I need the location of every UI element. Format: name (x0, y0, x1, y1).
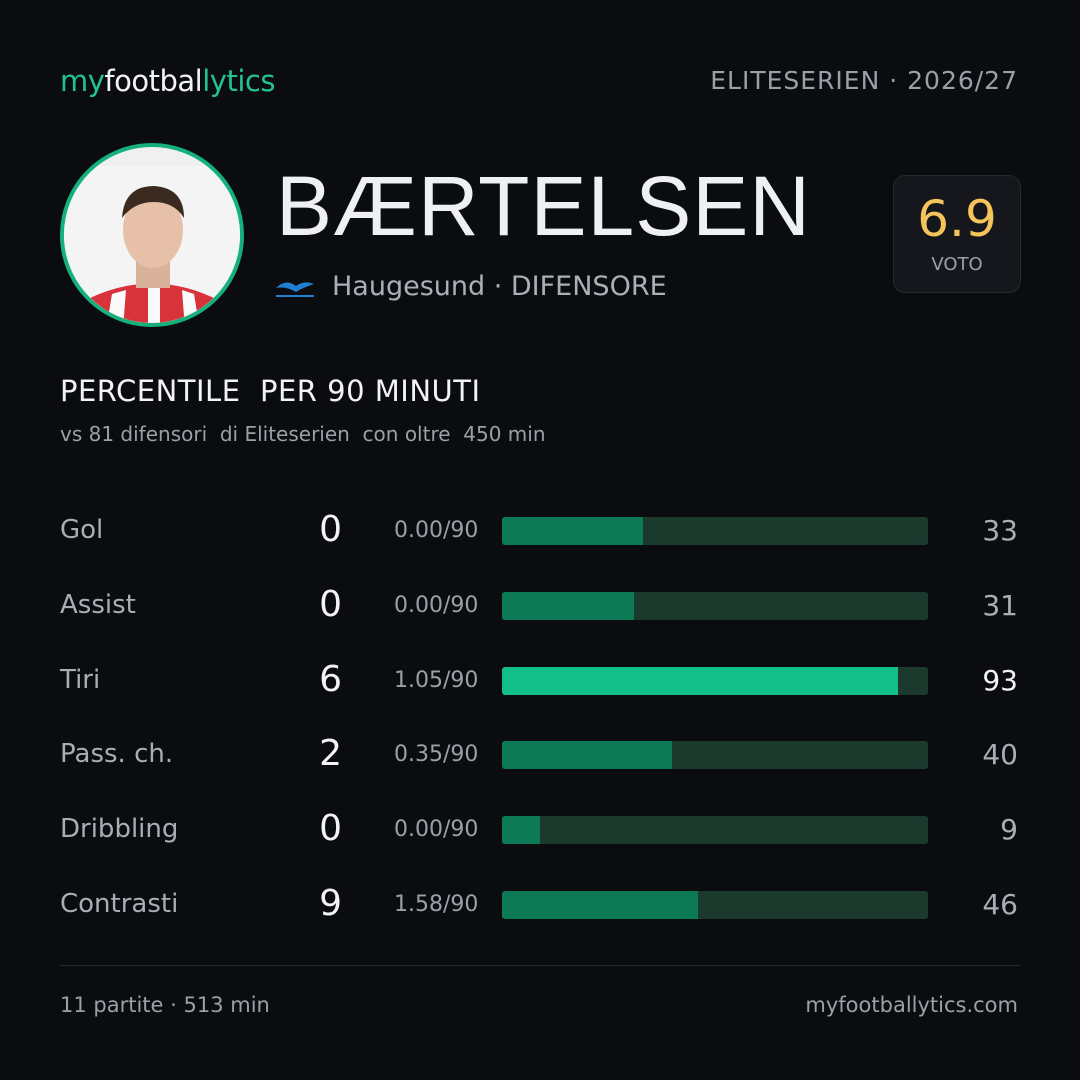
stat-percentile: 33 (982, 514, 1018, 547)
avatar (64, 166, 240, 323)
stat-label: Tiri (60, 664, 101, 695)
stat-per90: 0.35/90 (394, 742, 479, 768)
stat-label: Dribbling (60, 814, 179, 845)
percentile-bar (502, 816, 541, 845)
logo-part: my (60, 64, 105, 98)
stat-label: Gol (60, 515, 104, 545)
stat-value: 0 (319, 808, 342, 850)
rating-label: VOTO (931, 254, 983, 275)
stat-per90: 1.05/90 (394, 667, 479, 693)
bar-track (502, 816, 928, 845)
stat-percentile: 40 (982, 738, 1018, 772)
divider (60, 965, 1020, 966)
percentile-bar (502, 666, 899, 695)
player-photo (60, 143, 244, 327)
bar-track (502, 666, 928, 695)
rating-box: 6.9 VOTO (893, 175, 1021, 293)
stat-value: 9 (319, 883, 342, 924)
stat-per90: 0.00/90 (394, 592, 479, 618)
stat-percentile: 31 (982, 588, 1018, 622)
rating-value: 6.9 (917, 190, 997, 248)
logo: myfootballytics (60, 64, 275, 98)
percentile-bar (502, 591, 635, 620)
logo-part: footbal (104, 64, 203, 98)
league: ELITESERIEN · 2026/27 (710, 66, 1018, 95)
stat-label: Contrasti (60, 889, 179, 919)
club-role: Haugesund · DIFENSORE (332, 271, 667, 302)
player-name: BÆRTELSEN (276, 159, 811, 253)
bar-track (502, 741, 928, 770)
stat-label: Pass. ch. (60, 739, 174, 770)
stat-percentile: 46 (982, 888, 1018, 921)
section-subtitle: vs 81 difensori di Eliteserien con oltre… (60, 422, 546, 446)
stat-value: 2 (319, 733, 342, 775)
stat-value: 6 (319, 658, 342, 700)
stat-per90: 0.00/90 (394, 518, 479, 543)
bar-track (502, 591, 928, 620)
stat-value: 0 (319, 509, 342, 550)
percentile-bar (502, 517, 643, 545)
stat-label: Assist (60, 589, 136, 620)
section-title: PERCENTILE PER 90 MINUTI (60, 374, 481, 408)
stat-per90: 0.00/90 (394, 817, 479, 843)
footer-stats: 11 partite · 513 min (60, 993, 270, 1017)
percentile-bar (502, 891, 698, 919)
bar-track (502, 517, 928, 545)
bar-track (502, 891, 928, 919)
stat-percentile: 9 (1000, 813, 1018, 847)
stat-percentile: 93 (982, 663, 1018, 697)
stat-per90: 1.58/90 (394, 892, 479, 917)
footer-site: myfootballytics.com (805, 993, 1018, 1017)
club-badge (276, 282, 314, 297)
logo-part: lytics (202, 64, 275, 98)
stat-value: 0 (319, 583, 342, 625)
percentile-bar (502, 741, 673, 770)
